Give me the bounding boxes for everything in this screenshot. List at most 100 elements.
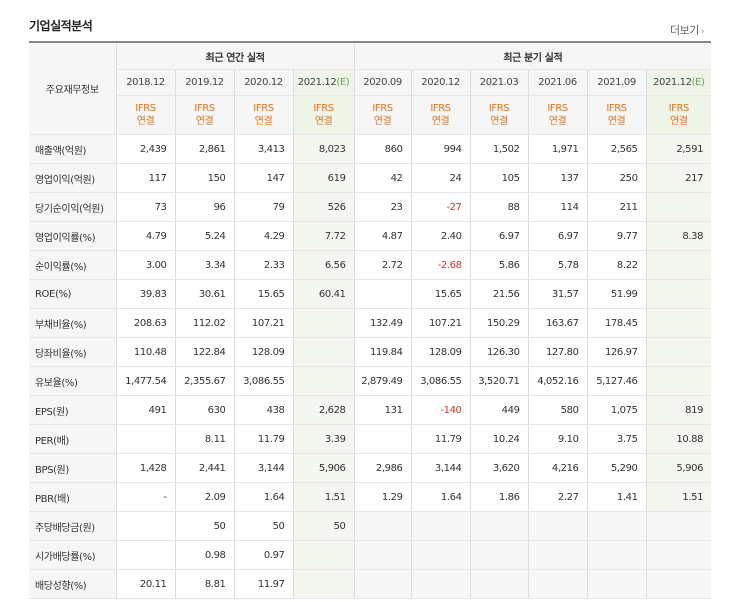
- ifrs-label: IFRS 연결: [470, 95, 529, 135]
- period-label: 2020.09: [363, 77, 402, 88]
- table-cell: 4.79: [116, 221, 176, 251]
- ifrs-line2: 연결: [373, 116, 392, 127]
- ifrs-line2: 연결: [314, 116, 333, 127]
- table-cell: [528, 569, 588, 599]
- table-row: 매출액(억원) 2,439 2,861 3,413 8,023 860 994 1,502 1,…: [29, 134, 712, 164]
- table-cell: [528, 511, 588, 541]
- ifrs-line2: 연결: [431, 116, 450, 127]
- table-cell: [528, 540, 588, 570]
- table-cell: [411, 540, 471, 570]
- table-cell: 1.64: [234, 482, 294, 512]
- table-cell: 11.79: [411, 424, 471, 454]
- ifrs-label: IFRS 연결: [175, 95, 235, 135]
- table-cell: 7.72: [293, 221, 355, 251]
- table-cell: 150: [175, 163, 235, 193]
- table-cell: 8.22: [587, 250, 647, 280]
- table-cell: 126.30: [470, 337, 529, 367]
- table-cell: 128.09: [411, 337, 471, 367]
- table-cell: 110.48: [116, 337, 176, 367]
- table-cell: 5,127.46: [587, 366, 647, 396]
- period-label: 2018.12: [126, 77, 165, 88]
- table-cell: [116, 424, 176, 454]
- table-cell: 2,441: [175, 453, 235, 483]
- row-label: 배당성향(%): [29, 569, 117, 599]
- table-cell: [354, 279, 412, 309]
- table-cell: 2,861: [175, 134, 235, 164]
- more-link[interactable]: 더보기 ›: [670, 22, 705, 38]
- table-cell: [470, 540, 529, 570]
- period-label: 2021.12: [653, 77, 692, 88]
- table-cell: 5.24: [175, 221, 235, 251]
- period-label: 2020.12: [244, 77, 283, 88]
- table-cell: 11.79: [234, 424, 294, 454]
- table-cell: -27: [411, 192, 471, 222]
- table-cell: [646, 569, 712, 599]
- ifrs-label: IFRS 연결: [354, 95, 412, 135]
- table-cell: 2.40: [411, 221, 471, 251]
- table-cell: 131: [354, 395, 412, 425]
- table-cell: 1,477.54: [116, 366, 176, 396]
- table-cell: 580: [528, 395, 588, 425]
- table-row: 순이익률(%) 3.00 3.34 2.33 6.56 2.72 -2.68 5.86 5.78…: [29, 250, 712, 280]
- table-cell: 137: [528, 163, 588, 193]
- table-cell: 15.65: [234, 279, 294, 309]
- table-cell: [646, 308, 712, 338]
- table-cell: [293, 308, 355, 338]
- table-cell: 3,086.55: [411, 366, 471, 396]
- period-label: 2021.03: [479, 77, 519, 88]
- table-cell: 1.41: [587, 482, 647, 512]
- ifrs-line1: IFRS: [547, 103, 568, 114]
- table-cell: 8,023: [293, 134, 355, 164]
- period-label: 2021.06: [538, 77, 577, 88]
- ifrs-line1: IFRS: [372, 103, 393, 114]
- table-cell: 2,439: [116, 134, 176, 164]
- table-cell: 1,428: [116, 453, 176, 483]
- table-row: 당좌비율(%) 110.48 122.84 128.09 119.84 128.09 126…: [29, 337, 712, 367]
- ifrs-label: IFRS 연결: [116, 95, 176, 135]
- row-label: BPS(원): [29, 453, 117, 483]
- table-cell: 30.61: [175, 279, 235, 309]
- table-cell: 3.00: [116, 250, 176, 280]
- table-cell: 2.27: [528, 482, 588, 512]
- ifrs-line2: 연결: [254, 116, 273, 127]
- table-cell: [646, 511, 712, 541]
- table-cell: 8.81: [175, 569, 235, 599]
- period-label: 2021.12: [297, 77, 337, 88]
- table-cell: 39.83: [116, 279, 176, 309]
- table-cell: 119.84: [354, 337, 412, 367]
- table-row: 유보율(%) 1,477.54 2,355.67 3,086.55 2,879.49 3,…: [29, 366, 712, 396]
- estimate-mark: (E): [336, 77, 350, 88]
- ifrs-line1: IFRS: [313, 103, 334, 114]
- ifrs-line2: 연결: [548, 116, 567, 127]
- ifrs-label: IFRS 연결: [293, 95, 355, 135]
- table-cell: 1,502: [470, 134, 529, 164]
- table-cell: 860: [354, 134, 412, 164]
- table-cell: 208.63: [116, 308, 176, 338]
- table-cell: 4.29: [234, 221, 294, 251]
- table-cell: -: [116, 482, 176, 512]
- table-cell: 3,413: [234, 134, 294, 164]
- table-cell: 3,520.71: [470, 366, 529, 396]
- table-cell: 491: [116, 395, 176, 425]
- table-cell: 112.02: [175, 308, 235, 338]
- annual-group-label: 최근 연간 실적: [116, 41, 355, 70]
- table-cell: [646, 250, 712, 280]
- table-cell: [646, 192, 712, 222]
- table-cell: 1.64: [411, 482, 471, 512]
- table-cell: 163.67: [528, 308, 588, 338]
- table-cell: 96: [175, 192, 235, 222]
- table-cell: 819: [646, 395, 712, 425]
- table-cell: 73: [116, 192, 176, 222]
- row-label: 시가배당률(%): [29, 540, 117, 570]
- row-label: PER(배): [29, 424, 117, 454]
- section-title: 기업실적분석: [29, 19, 93, 33]
- period-label: 2021.09: [597, 77, 636, 88]
- table-cell: 5.78: [528, 250, 588, 280]
- table-cell: 23: [354, 192, 412, 222]
- table-cell: 5,906: [293, 453, 355, 483]
- table-cell: 2,591: [646, 134, 712, 164]
- row-label: 순이익률(%): [29, 250, 117, 280]
- quarter-group-label: 최근 분기 실적: [354, 41, 712, 70]
- row-label: 부채비율(%): [29, 308, 117, 338]
- table-cell: 60.41: [293, 279, 355, 309]
